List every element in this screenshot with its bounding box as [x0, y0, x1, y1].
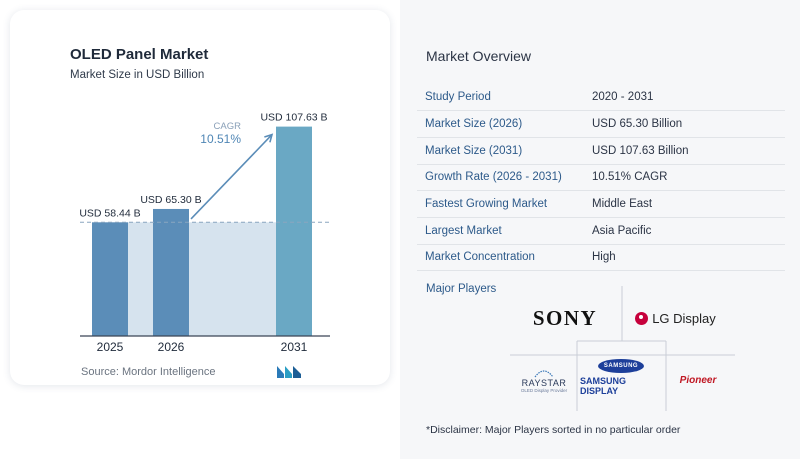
x-tick-label: 2031 — [281, 340, 308, 354]
overview-key: Growth Rate (2026 - 2031) — [417, 164, 592, 192]
overview-row: Fastest Growing Market Middle East — [417, 190, 785, 218]
lg-display-logo: LG Display — [628, 303, 723, 333]
raystar-logo: RAYSTAR OLED Display Provider — [514, 362, 574, 398]
data-label: USD 107.63 B — [260, 112, 327, 124]
overview-value: Asia Pacific — [592, 217, 785, 245]
overview-key: Study Period — [417, 84, 592, 112]
overview-row: Market Size (2026) USD 65.30 Billion — [417, 110, 785, 138]
x-tick-label: 2026 — [158, 340, 185, 354]
major-players-label: Major Players — [426, 283, 497, 295]
bar-2025 — [92, 222, 128, 336]
raystar-arc-icon — [534, 369, 554, 377]
overview-row: Growth Rate (2026 - 2031) 10.51% CAGR — [417, 164, 785, 192]
pioneer-logo: Pioneer — [679, 374, 717, 386]
raystar-tagline: OLED Display Provider — [520, 387, 568, 393]
overview-key: Largest Market — [417, 217, 592, 245]
source-text: Source: Mordor Intelligence — [81, 366, 216, 378]
overview-value: 10.51% CAGR — [592, 164, 785, 192]
overview-value: 2020 - 2031 — [592, 84, 785, 112]
samsung-display-text: SAMSUNG DISPLAY — [580, 375, 627, 396]
overview-row: Study Period 2020 - 2031 — [417, 84, 785, 112]
overview-value: Middle East — [592, 190, 785, 218]
overview-table: Study Period 2020 - 2031 Market Size (2026… — [417, 84, 785, 272]
disclaimer: *Disclaimer: Major Players sorted in no … — [426, 424, 681, 436]
cagr-arrow — [190, 134, 273, 220]
cagr-value: 10.51% — [200, 132, 241, 146]
overview-row: Market Concentration High — [417, 244, 785, 272]
sony-logo: SONY — [532, 305, 598, 330]
mordor-logo-icon — [277, 366, 301, 378]
x-tick-label: 2025 — [97, 340, 124, 354]
samsung-oval: SAMSUNG — [598, 358, 644, 373]
chart-subtitle: Market Size in USD Billion — [70, 69, 205, 81]
bar-2026 — [153, 208, 189, 336]
cagr-label: CAGR — [214, 121, 242, 132]
logo-grid-lines — [510, 286, 735, 411]
overview-row: Largest Market Asia Pacific — [417, 217, 785, 245]
lg-circle-icon — [635, 311, 649, 325]
overview-value: High — [592, 244, 785, 272]
overview-row: Market Size (2031) USD 107.63 Billion — [417, 137, 785, 165]
overview-title: Market Overview — [426, 48, 532, 64]
raystar-text: RAYSTAR — [521, 377, 567, 388]
overview-key: Market Size (2031) — [417, 137, 592, 165]
overview-value: USD 65.30 Billion — [592, 110, 785, 138]
growth-band — [128, 222, 276, 336]
samsung-display-logo: SAMSUNG SAMSUNG DISPLAY — [580, 358, 662, 396]
chart-title: OLED Panel Market — [70, 46, 209, 63]
overview-value: USD 107.63 Billion — [592, 137, 785, 165]
overview-key: Fastest Growing Market — [417, 190, 592, 218]
bar-2031 — [276, 126, 312, 337]
lg-display-text: LG Display — [652, 310, 716, 326]
overview-key: Market Size (2026) — [417, 110, 592, 138]
cagr-arrow-head-icon — [264, 133, 274, 143]
overview-key: Market Concentration — [417, 244, 592, 272]
data-label: USD 58.44 B — [79, 207, 140, 219]
data-label: USD 65.30 B — [140, 194, 201, 206]
